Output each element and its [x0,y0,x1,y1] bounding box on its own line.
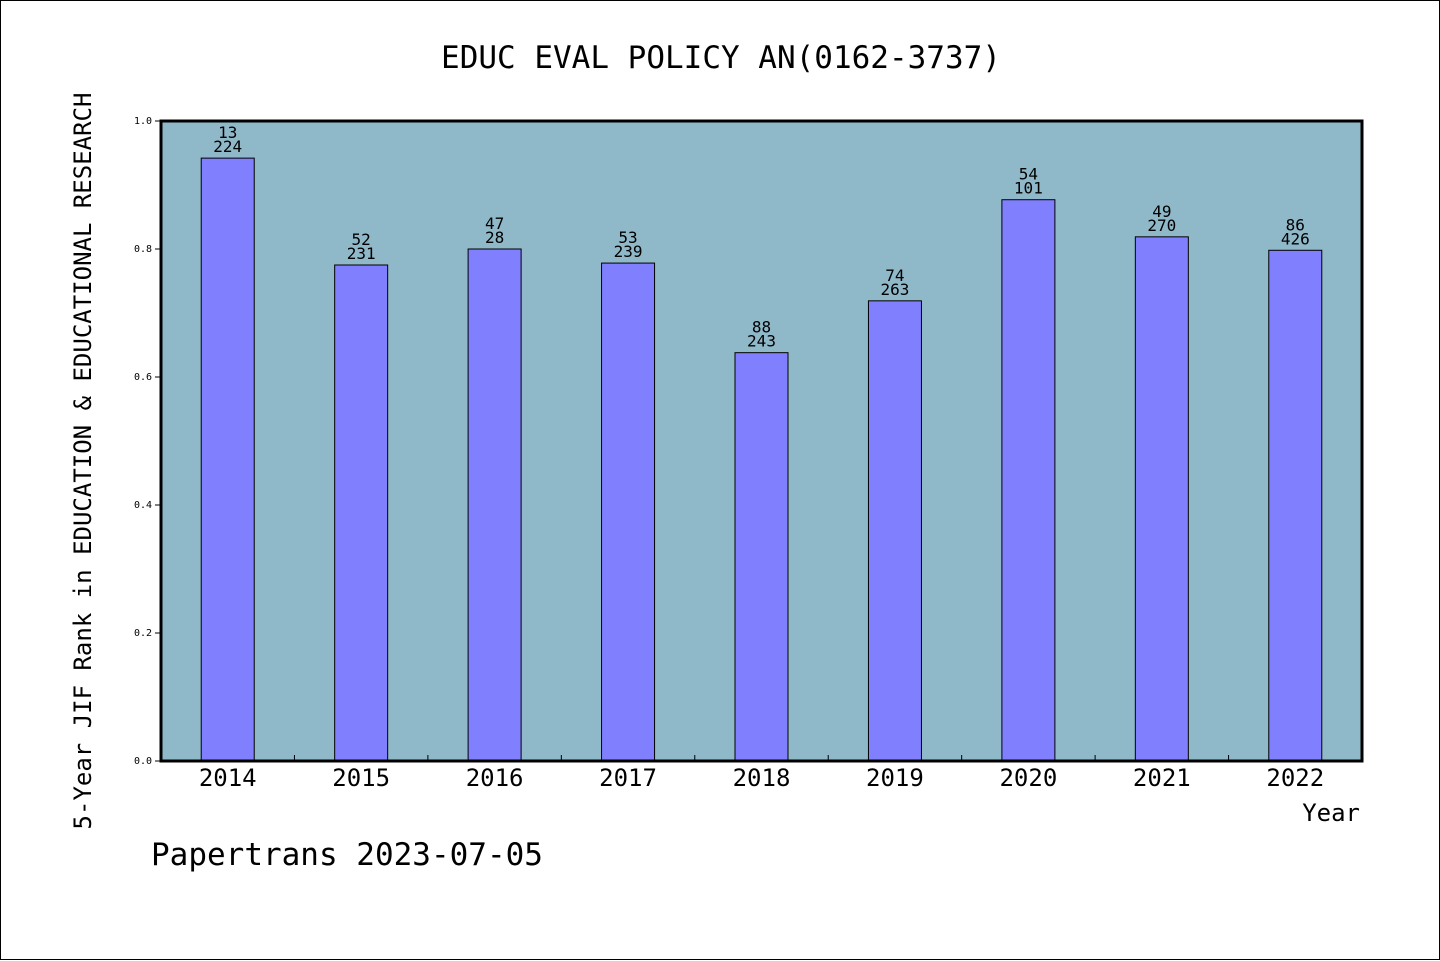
bar-2018 [734,352,789,762]
bar-label-total: 224 [213,137,242,156]
x-tick-label: 2014 [199,764,257,792]
bar-2015 [334,264,389,762]
footer-text: Papertrans 2023-07-05 [151,837,543,873]
y-tick-label: 0.2 [134,628,152,639]
bar-label-rank: 47 [485,214,504,233]
y-tick-label: 0.6 [134,372,152,383]
bar-label-rank: 74 [885,266,904,285]
x-tick-label: 2021 [1133,764,1191,792]
bar-2017 [601,262,656,762]
bar-label-total: 231 [347,244,376,263]
y-tick-label: 0.0 [134,756,152,767]
bar-label-total: 426 [1281,229,1310,248]
x-tick-label: 2019 [866,764,924,792]
bar-2014 [200,157,255,762]
bar-2016 [467,248,522,762]
bar-label-total: 263 [880,280,909,299]
x-tick-label: 2015 [332,764,390,792]
bar-2021 [1134,236,1189,762]
x-axis-label: Year [1302,799,1360,827]
bar-label-rank: 54 [1019,165,1038,184]
bar-label-rank: 86 [1286,215,1305,234]
bar-label-total: 101 [1014,179,1043,198]
x-axis-ticks: 2014 2015 2016 2017 2018 2019 2020 2021 2022 [199,755,1324,792]
bar-label-total: 239 [614,242,643,261]
bar-label-rank: 52 [352,230,371,249]
bar-2020 [1001,199,1056,762]
bar-2019 [867,300,922,762]
bar-label-total: 28 [485,228,504,247]
x-tick-label: 2016 [466,764,524,792]
x-tick-label: 2017 [599,764,657,792]
bar-2022 [1268,249,1323,762]
y-tick-label: 0.4 [134,500,152,511]
bar-label-rank: 88 [752,318,771,337]
chart-title: EDUC EVAL POLICY AN(0162-3737) [441,40,1001,76]
y-tick-label: 1.0 [134,116,152,127]
x-tick-label: 2020 [999,764,1057,792]
bar-label-rank: 13 [218,123,237,142]
y-axis-label: 5-Year JIF Rank in EDUCATION & EDUCATION… [69,93,97,830]
x-tick-label: 2018 [733,764,791,792]
x-tick-label: 2022 [1266,764,1324,792]
bar-label-total: 270 [1147,216,1176,235]
plot-border [159,119,1364,763]
y-tick-label: 0.8 [134,244,152,255]
bar-label-rank: 53 [618,228,637,247]
y-axis-ticks: 0.0 0.2 0.4 0.6 0.8 1.0 [134,116,161,767]
bar-label-rank: 49 [1152,202,1171,221]
bar-label-total: 243 [747,332,776,351]
